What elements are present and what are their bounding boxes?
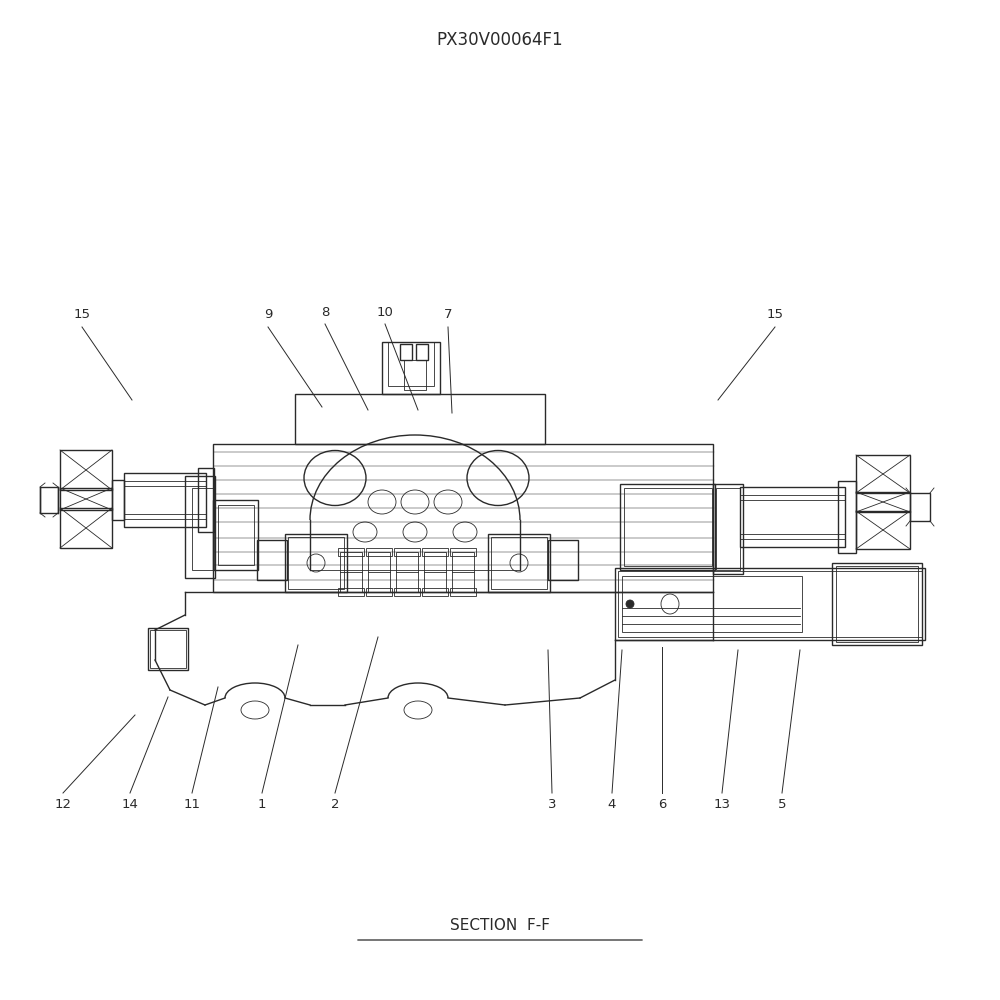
Bar: [112, 480, 124, 520]
Bar: [491, 537, 547, 589]
Bar: [60, 508, 112, 548]
Bar: [416, 344, 428, 360]
Text: 10: 10: [377, 306, 393, 318]
Bar: [218, 505, 254, 565]
Bar: [713, 484, 743, 574]
Bar: [618, 571, 922, 637]
Text: 5: 5: [778, 798, 786, 812]
Text: SECTION  F-F: SECTION F-F: [450, 918, 550, 932]
Bar: [150, 630, 186, 668]
Bar: [338, 588, 364, 596]
Bar: [624, 488, 712, 566]
Text: 2: 2: [331, 798, 339, 812]
Bar: [452, 552, 474, 592]
Bar: [400, 344, 412, 360]
Bar: [740, 487, 845, 547]
Text: 8: 8: [321, 306, 329, 318]
Bar: [394, 548, 420, 556]
Bar: [548, 540, 578, 580]
Bar: [185, 476, 215, 578]
Bar: [213, 500, 258, 570]
Bar: [213, 444, 713, 592]
Bar: [388, 342, 434, 386]
Bar: [198, 468, 214, 532]
Text: 4: 4: [608, 798, 616, 812]
Text: 14: 14: [122, 798, 138, 812]
Bar: [192, 488, 214, 570]
Bar: [450, 548, 476, 556]
Bar: [856, 455, 910, 493]
Bar: [288, 537, 344, 589]
Bar: [836, 566, 918, 642]
Text: PX30V00064F1: PX30V00064F1: [437, 31, 563, 49]
Bar: [856, 511, 910, 549]
Bar: [394, 588, 420, 596]
Bar: [366, 588, 392, 596]
Bar: [257, 540, 287, 580]
Bar: [368, 552, 390, 592]
Bar: [622, 576, 802, 632]
Text: 1: 1: [258, 798, 266, 812]
Bar: [340, 552, 362, 592]
Bar: [450, 588, 476, 596]
Bar: [716, 488, 740, 570]
Text: 9: 9: [264, 308, 272, 322]
Text: 15: 15: [74, 308, 90, 322]
Bar: [488, 534, 550, 592]
Bar: [838, 481, 856, 553]
Bar: [856, 492, 910, 512]
Bar: [422, 548, 448, 556]
Bar: [910, 493, 930, 521]
Bar: [338, 548, 364, 556]
Text: 15: 15: [767, 308, 784, 322]
Bar: [404, 360, 426, 390]
Bar: [832, 563, 922, 645]
Bar: [295, 394, 545, 444]
Bar: [40, 487, 58, 513]
Bar: [148, 628, 188, 670]
Bar: [424, 552, 446, 592]
Text: 13: 13: [714, 798, 730, 812]
Text: 3: 3: [548, 798, 556, 812]
Bar: [124, 473, 206, 527]
Text: 11: 11: [184, 798, 200, 812]
Bar: [60, 450, 112, 490]
Bar: [422, 588, 448, 596]
Text: 7: 7: [444, 308, 452, 322]
Bar: [615, 568, 925, 640]
Text: 6: 6: [658, 798, 666, 812]
Bar: [285, 534, 347, 592]
Bar: [396, 552, 418, 592]
Bar: [382, 342, 440, 394]
Bar: [620, 484, 715, 570]
Bar: [366, 548, 392, 556]
Bar: [60, 488, 112, 510]
Ellipse shape: [626, 600, 634, 608]
Text: 12: 12: [54, 798, 72, 812]
